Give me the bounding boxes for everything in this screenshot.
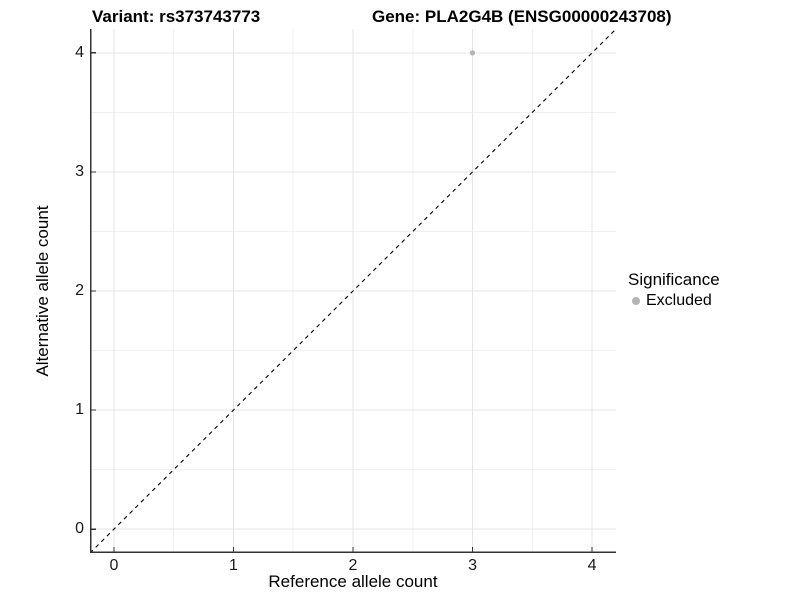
legend-item-excluded: Excluded xyxy=(628,291,720,311)
y-tick-label: 0 xyxy=(75,520,84,538)
y-tick-label: 3 xyxy=(75,162,84,180)
data-point xyxy=(469,50,476,56)
legend-title: Significance xyxy=(628,270,720,289)
x-axis-title: Reference allele count xyxy=(268,572,438,591)
x-tick-label: 0 xyxy=(109,557,119,574)
x-tick-label: 3 xyxy=(468,557,477,574)
x-tick-label: 4 xyxy=(587,557,597,574)
plot-panel xyxy=(90,29,616,553)
y-tick-label: 1 xyxy=(75,401,84,419)
identity-reference-line xyxy=(90,29,616,553)
gene-title: Gene: PLA2G4B (ENSG00000243708) xyxy=(372,7,672,26)
y-tick-label: 4 xyxy=(75,43,84,61)
x-tick-label: 1 xyxy=(229,557,238,574)
y-tick-label: 2 xyxy=(75,282,84,299)
excluded-point-icon xyxy=(632,297,640,305)
y-axis-title: Alternative allele count xyxy=(33,205,52,377)
legend-item-label: Excluded xyxy=(646,292,712,309)
legend: Significance Excluded xyxy=(628,269,720,311)
x-tick-label: 2 xyxy=(348,557,358,574)
variant-title: Variant: rs373743773 xyxy=(92,7,261,26)
